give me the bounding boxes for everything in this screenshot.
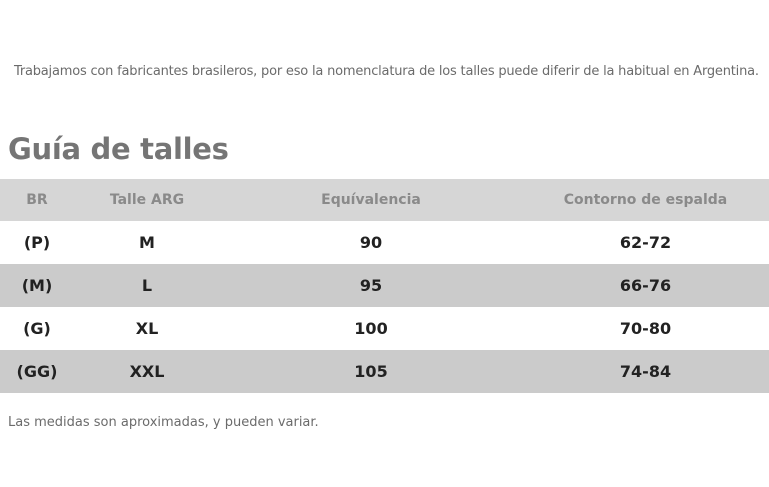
size-guide-table: BR Talle ARG Equívalencia Contorno de es… xyxy=(0,179,769,393)
cell-equivalencia: 90 xyxy=(359,233,383,252)
header-br: BR xyxy=(26,192,48,208)
cell-talle-arg: M xyxy=(139,233,155,252)
footnote-text: Las medidas son aproximadas, y pueden va… xyxy=(8,415,319,430)
table-row: (P) M 90 62-72 xyxy=(0,221,769,264)
cell-br: (M) xyxy=(21,276,53,295)
intro-text: Trabajamos con fabricantes brasileros, p… xyxy=(14,64,759,79)
table-header-row: BR Talle ARG Equívalencia Contorno de es… xyxy=(0,179,769,221)
cell-equivalencia: 95 xyxy=(359,276,383,295)
page-title: Guía de talles xyxy=(8,132,229,166)
cell-contorno-espalda: 70-80 xyxy=(619,319,672,338)
cell-br: (G) xyxy=(23,319,51,338)
cell-contorno-espalda: 66-76 xyxy=(619,276,672,295)
table-row: (G) XL 100 70-80 xyxy=(0,307,769,350)
table-row: (GG) XXL 105 74-84 xyxy=(0,350,769,393)
cell-br: (P) xyxy=(23,233,51,252)
header-talle-arg: Talle ARG xyxy=(109,192,185,208)
cell-equivalencia: 100 xyxy=(354,319,388,338)
cell-contorno-espalda: 74-84 xyxy=(619,362,672,381)
header-equivalencia: Equívalencia xyxy=(321,192,421,208)
cell-talle-arg: XL xyxy=(135,319,159,338)
cell-br: (GG) xyxy=(16,362,58,381)
cell-talle-arg: L xyxy=(141,276,153,295)
cell-contorno-espalda: 62-72 xyxy=(619,233,672,252)
cell-equivalencia: 105 xyxy=(354,362,388,381)
cell-talle-arg: XXL xyxy=(129,362,165,381)
table-row: (M) L 95 66-76 xyxy=(0,264,769,307)
header-contorno-espalda: Contorno de espalda xyxy=(563,192,728,208)
